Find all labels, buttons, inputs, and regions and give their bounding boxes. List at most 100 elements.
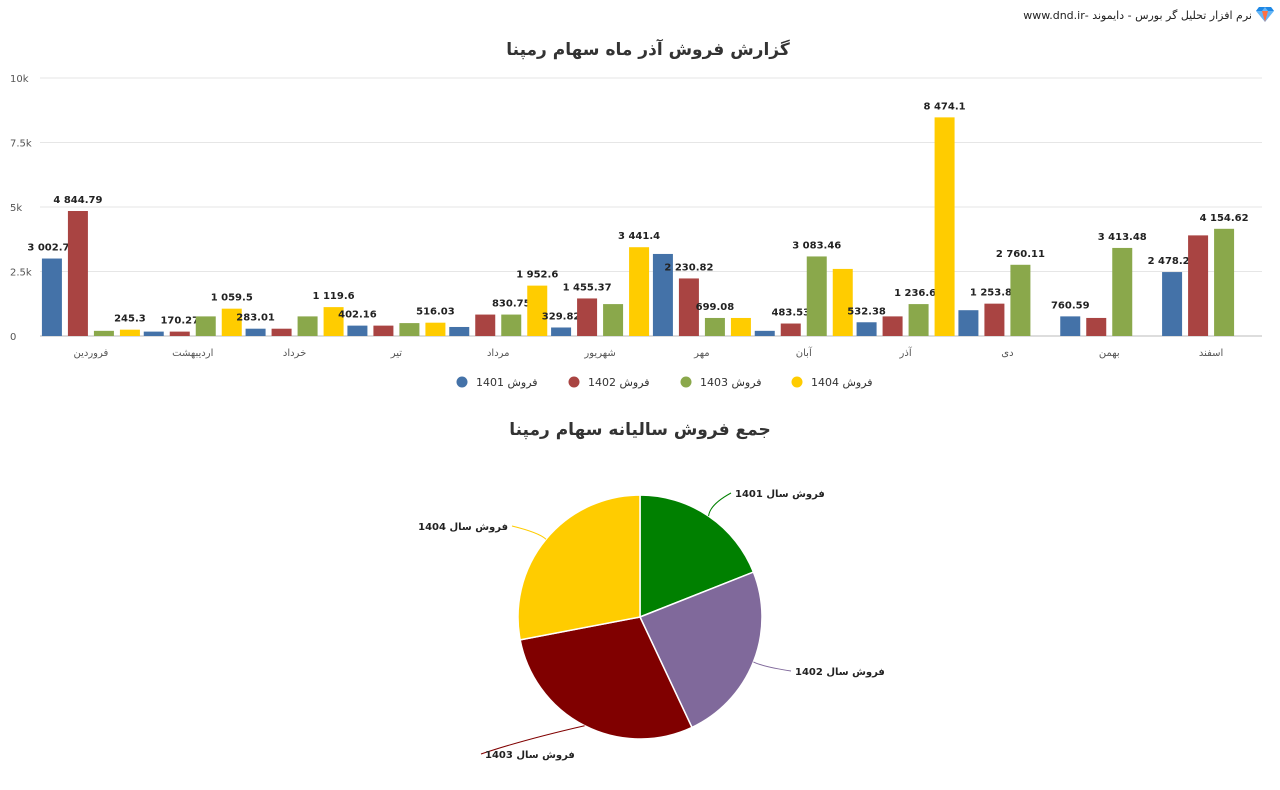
bar (780, 323, 801, 336)
x-tick-label: مرداد (487, 348, 510, 359)
bar (832, 268, 853, 336)
bar (373, 325, 394, 336)
bar (143, 331, 164, 336)
bar-legend: فروش 1401 فروش 1402 فروش 1403 فروش 1404 (456, 376, 873, 389)
bar (169, 331, 190, 336)
bar (1112, 247, 1133, 336)
pie-slice-label: فروش سال 1404 (418, 522, 508, 533)
legend-marker (680, 376, 692, 388)
bar (1010, 264, 1031, 336)
legend-label: فروش 1404 (811, 376, 873, 389)
legend-marker (456, 376, 468, 388)
data-label: 3 002.77 (27, 243, 76, 254)
bar (297, 316, 318, 336)
data-label: 3 413.48 (1098, 232, 1147, 243)
pie-slice-label: فروش سال 1401 (735, 489, 825, 500)
legend-marker (791, 376, 803, 388)
bar (577, 298, 598, 336)
bar (1060, 316, 1081, 336)
data-label: 8 474.1 (924, 101, 966, 112)
bar (882, 316, 903, 336)
data-label: 3 083.46 (792, 240, 841, 251)
bar (603, 304, 624, 336)
bar (347, 325, 368, 336)
x-tick-label: بهمن (1099, 348, 1120, 359)
x-tick-label: آبان (796, 346, 813, 359)
data-label: 2 760.11 (996, 249, 1045, 260)
bar (629, 247, 650, 336)
bar (119, 329, 140, 336)
data-label: 2 230.82 (664, 262, 713, 273)
bar (195, 316, 216, 336)
data-label: 4 154.62 (1200, 213, 1249, 224)
x-tick-label: خرداد (283, 348, 306, 359)
bar (551, 327, 572, 336)
data-label: 329.82 (542, 311, 581, 322)
bar (958, 310, 979, 336)
x-tick-label: فروردین (74, 348, 109, 359)
bar (652, 253, 673, 336)
data-label: 170.27 (160, 316, 199, 327)
data-label: 4 844.79 (53, 195, 102, 206)
pie-leader-line (480, 725, 585, 755)
bar (934, 117, 955, 336)
x-tick-label: مهر (693, 348, 709, 359)
data-label: 699.08 (696, 302, 735, 313)
bar (1188, 235, 1209, 336)
pie-chart: فروش سال 1401 فروش سال 1402 فروش سال 1403 ف… (418, 489, 885, 761)
x-tick-label: دی (1001, 348, 1013, 359)
x-tick-label: شهریور (583, 348, 615, 359)
data-label: 1 952.6 (516, 270, 558, 281)
legend-label: فروش 1402 (588, 376, 650, 389)
y-tick-label: 5k (10, 203, 22, 214)
data-label: 1 119.6 (313, 291, 355, 302)
bar (856, 322, 877, 336)
bar (806, 256, 827, 336)
bar (754, 330, 775, 336)
y-tick-label: 7.5k (10, 139, 32, 150)
pie-leader-line (753, 661, 792, 672)
data-label: 1 455.37 (563, 282, 612, 293)
bar (245, 328, 266, 336)
pie-slice-label: فروش سال 1402 (795, 667, 885, 678)
pie-slice (519, 616, 693, 740)
legend-marker (568, 376, 580, 388)
diamond-icon (1256, 6, 1274, 25)
data-label: 516.03 (416, 307, 455, 318)
bar (399, 323, 420, 336)
bar-chart: 0 2.5k 5k 7.5k 10k فروردین 3 002.77 4 844.79 245… (10, 74, 1262, 359)
data-label: 483.53 (771, 308, 810, 319)
x-tick-label: اردیبهشت (172, 348, 213, 359)
bar (41, 258, 62, 336)
bar (730, 317, 751, 336)
bar (1086, 317, 1107, 336)
y-tick-label: 0 (10, 332, 16, 343)
bar-chart-title: گزارش فروش آذر ماه سهام رمپنا (506, 38, 790, 60)
pie-slice (517, 494, 641, 641)
data-label: 245.3 (114, 314, 146, 325)
brand: نرم افزار تحلیل گر بورس - دایموند -www.d… (1023, 6, 1274, 25)
data-label: 402.16 (338, 310, 377, 321)
bar (271, 328, 292, 336)
data-label: 283.01 (236, 313, 275, 324)
bar (425, 322, 446, 336)
bar (984, 303, 1005, 336)
legend-label: فروش 1403 (700, 376, 762, 389)
data-label: 760.59 (1051, 300, 1090, 311)
data-label: 830.75 (492, 299, 531, 310)
pie-chart-title: جمع فروش سالیانه سهام رمپنا (509, 420, 771, 440)
pie-leader-line (708, 492, 732, 517)
data-label: 532.38 (847, 306, 886, 317)
data-label: 2 478.28 (1148, 256, 1197, 267)
data-label: 1 236.69 (894, 288, 943, 299)
bar (704, 317, 725, 336)
y-tick-label: 2.5k (10, 268, 32, 279)
data-label: 3 441.4 (618, 231, 660, 242)
bar (67, 211, 88, 336)
data-label: 1 059.5 (211, 293, 253, 304)
pie-slice-label: فروش سال 1403 (485, 750, 575, 761)
bar (221, 308, 242, 336)
x-tick-label: تیر (390, 348, 403, 359)
legend-label: فروش 1401 (476, 376, 538, 389)
